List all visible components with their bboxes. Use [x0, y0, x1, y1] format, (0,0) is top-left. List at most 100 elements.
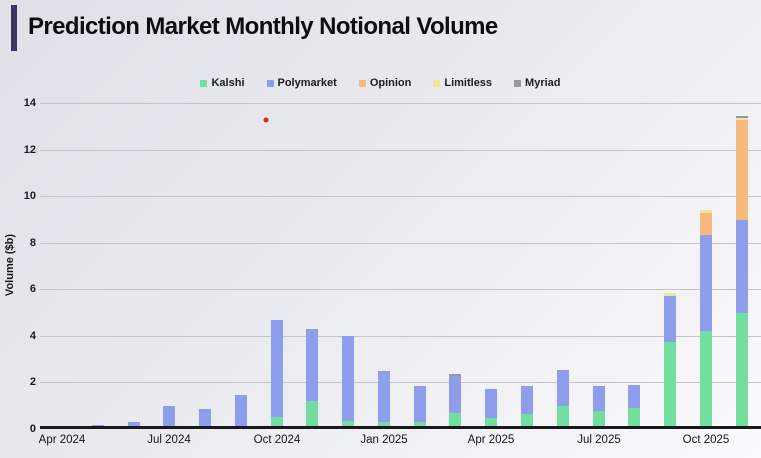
gridline [40, 289, 761, 290]
bar-segment-kalshi [271, 416, 283, 427]
x-tick-label: Oct 2024 [253, 434, 301, 446]
y-tick-label: 12 [23, 144, 36, 156]
bar-apr-2025[interactable] [485, 388, 497, 427]
bar-segment-myriad [736, 115, 748, 118]
legend-label: Limitless [444, 77, 493, 89]
bar-segment-kalshi [378, 422, 390, 427]
bar-segment-polymarket [92, 424, 104, 427]
bar-oct-2025[interactable] [700, 209, 712, 427]
bar-segment-polymarket [306, 329, 318, 402]
bar-segment-polymarket [378, 371, 390, 423]
x-tick-label: Jul 2024 [147, 434, 191, 446]
bar-segment-kalshi [700, 330, 712, 427]
legend-item-myriad[interactable]: Myriad [514, 77, 561, 89]
bar-nov-2025[interactable] [736, 115, 748, 427]
bar-segment-polymarket [342, 336, 354, 422]
bar-jul-2024[interactable] [163, 406, 175, 427]
bar-segment-kalshi [664, 342, 676, 427]
bar-segment-kalshi [628, 407, 640, 427]
y-tick-label: 2 [29, 376, 36, 388]
legend-swatch-icon [433, 79, 441, 87]
x-tick-label: Apr 2024 [38, 434, 86, 446]
legend-label: Myriad [525, 77, 561, 89]
y-tick-label: 0 [29, 423, 36, 435]
bar-jun-2025[interactable] [557, 370, 569, 427]
bar-jul-2025[interactable] [593, 386, 605, 427]
legend-label: Polymarket [277, 77, 337, 89]
bar-segment-kalshi [449, 413, 461, 427]
bar-segment-limitless [664, 293, 676, 296]
bar-segment-opinion [736, 120, 748, 221]
legend-item-opinion[interactable]: Opinion [358, 77, 412, 89]
legend-item-limitless[interactable]: Limitless [433, 77, 492, 89]
x-tick-label: Jul 2025 [577, 434, 621, 446]
y-tick-label: 8 [29, 237, 36, 249]
x-tick-label: Apr 2025 [467, 434, 515, 446]
bar-segment-kalshi [306, 401, 318, 427]
bar-sep-2025[interactable] [664, 293, 676, 427]
y-tick-label: 10 [23, 190, 36, 202]
legend-item-polymarket[interactable]: Polymarket [266, 77, 337, 89]
bar-segment-polymarket [664, 295, 676, 343]
bar-segment-kalshi [521, 413, 533, 427]
bar-oct-2024[interactable] [271, 320, 283, 427]
bar-segment-polymarket [449, 375, 461, 414]
bar-sep-2024[interactable] [235, 394, 247, 427]
gridline [40, 382, 761, 383]
bar-segment-limitless [700, 209, 712, 214]
bar-segment-kalshi [557, 405, 569, 427]
legend-swatch-icon [266, 79, 274, 87]
bar-segment-kalshi [593, 410, 605, 427]
bar-segment-polymarket [271, 320, 283, 417]
bar-segment-polymarket [700, 235, 712, 331]
bar-segment-kalshi [342, 421, 354, 427]
legend-swatch-icon [358, 79, 366, 87]
bar-jan-2025[interactable] [378, 371, 390, 427]
bar-aug-2024[interactable] [199, 408, 211, 427]
bar-dec-2024[interactable] [342, 336, 354, 427]
bar-segment-polymarket [163, 406, 175, 427]
gridline [40, 150, 761, 151]
title-accent-bar [11, 5, 17, 51]
bar-segment-polymarket [414, 386, 426, 423]
x-tick-label: Oct 2025 [682, 434, 730, 446]
bar-segment-polymarket [128, 422, 140, 427]
gridline [40, 196, 761, 197]
bar-segment-kalshi [414, 422, 426, 427]
gridline [40, 336, 761, 337]
bar-segment-myriad [449, 373, 461, 376]
bar-segment-polymarket [485, 388, 497, 418]
legend-swatch-icon [514, 79, 522, 87]
bar-segment-kalshi [485, 417, 497, 427]
bar-segment-limitless [736, 117, 748, 121]
bar-may-2024[interactable] [92, 424, 104, 427]
bar-segment-opinion [700, 213, 712, 236]
legend: Kalshi Polymarket Opinion Limitless Myriad [0, 77, 761, 89]
bar-aug-2025[interactable] [628, 385, 640, 427]
bar-jun-2024[interactable] [128, 422, 140, 427]
bar-segment-polymarket [593, 386, 605, 411]
gridline [40, 243, 761, 244]
legend-label: Opinion [369, 77, 412, 89]
annotation-red-dot[interactable] [263, 117, 269, 123]
bar-segment-polymarket [736, 220, 748, 314]
legend-swatch-icon [200, 79, 208, 87]
bar-segment-polymarket [628, 385, 640, 408]
y-tick-label: 4 [29, 330, 36, 342]
bar-feb-2025[interactable] [414, 386, 426, 427]
bar-segment-polymarket [521, 385, 533, 414]
chart-title: Prediction Market Monthly Notional Volum… [28, 13, 498, 40]
bar-nov-2024[interactable] [306, 329, 318, 427]
legend-item-kalshi[interactable]: Kalshi [200, 77, 245, 89]
bar-segment-polymarket [235, 394, 247, 427]
bar-may-2025[interactable] [521, 385, 533, 427]
legend-label: Kalshi [211, 77, 245, 89]
x-axis-line [40, 426, 761, 429]
y-tick-label: 6 [29, 283, 36, 295]
bar-segment-polymarket [557, 370, 569, 406]
bar-segment-kalshi [736, 313, 748, 427]
bar-segment-polymarket [199, 408, 211, 427]
bar-mar-2025[interactable] [449, 373, 461, 427]
gridline [40, 103, 761, 104]
